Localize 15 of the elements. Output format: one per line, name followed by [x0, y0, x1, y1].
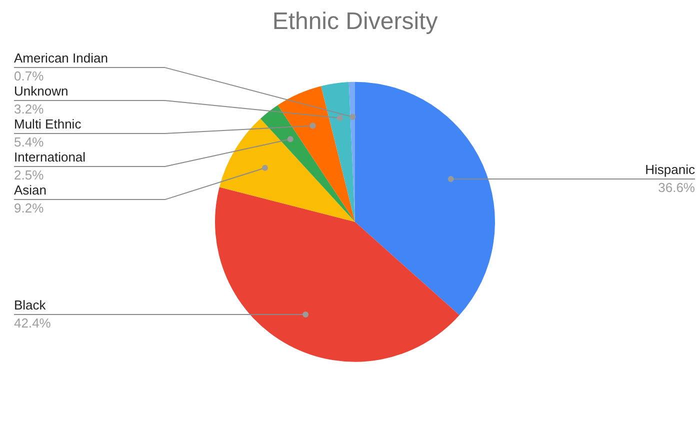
data-label: 9.2%	[14, 200, 44, 216]
data-label: 5.4%	[14, 134, 44, 150]
chart-title: Ethnic Diversity	[272, 8, 438, 36]
data-label: 42.4%	[14, 316, 52, 331]
slice-label: Unknown	[14, 84, 68, 99]
slice-label: Multi Ethnic	[14, 116, 82, 132]
data-label: 2.5%	[14, 168, 44, 183]
slice-label: American Indian	[14, 50, 108, 66]
data-label: 0.7%	[14, 68, 44, 84]
data-label: 36.6%	[658, 180, 696, 196]
slice-label: International	[14, 150, 86, 165]
slice-label: Asian	[14, 182, 47, 198]
slice-label: Hispanic	[645, 162, 696, 178]
data-label: 3.2%	[14, 102, 44, 117]
slice-label: Black	[14, 298, 46, 313]
